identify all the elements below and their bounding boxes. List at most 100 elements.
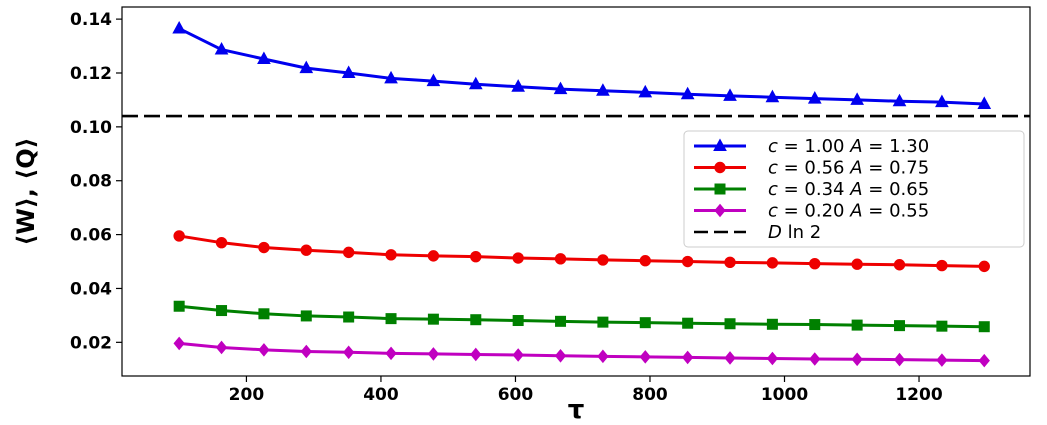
data-point [258, 308, 270, 320]
data-point [299, 60, 314, 74]
data-point [639, 350, 651, 364]
data-point [978, 260, 990, 273]
y-axis: 0.02 0.04 0.06 0.08 0.10 0.12 0.14 [70, 10, 122, 353]
data-point [935, 94, 949, 108]
data-point [809, 352, 821, 366]
legend: c = 1.00 A = 1.30c = 0.56 A = 0.75c = 0.… [683, 130, 1025, 248]
legend-label-part: c [768, 201, 778, 222]
series-0 [172, 21, 992, 109]
data-point [978, 321, 990, 333]
data-point [300, 244, 312, 256]
data-point [468, 76, 483, 90]
series-3 [173, 336, 990, 368]
data-point [681, 255, 694, 268]
data-point [809, 257, 821, 270]
legend-label-part: = 0.56 [778, 158, 850, 179]
data-point [680, 86, 695, 100]
data-point [553, 81, 568, 95]
data-point [638, 84, 653, 98]
series-1 [173, 230, 990, 273]
data-point [893, 352, 906, 367]
legend-box [683, 130, 1025, 248]
data-point [597, 254, 609, 266]
data-point [894, 320, 906, 332]
y-tick-label: 0.06 [70, 226, 112, 246]
y-tick-label: 0.14 [70, 10, 112, 30]
y-tick-label: 0.02 [70, 333, 112, 353]
data-point [682, 317, 694, 329]
data-point [554, 349, 567, 363]
data-point [214, 42, 229, 55]
data-point [724, 351, 736, 365]
data-point [300, 344, 312, 359]
data-point [766, 257, 779, 269]
data-point [766, 351, 779, 366]
data-point [385, 346, 397, 361]
x-tick-label: 1000 [761, 385, 808, 405]
y-tick-label: 0.10 [70, 118, 112, 138]
legend-label-part: = 0.65 [863, 179, 930, 200]
legend-label: c = 0.56 A = 0.75 [768, 158, 929, 179]
legend-label: c = 0.34 A = 0.65 [768, 179, 929, 200]
data-point [426, 73, 441, 87]
data-point [173, 336, 185, 351]
data-point [258, 241, 270, 254]
legend-label-part: ln 2 [782, 222, 821, 243]
data-point [384, 70, 398, 84]
series-line [179, 341, 985, 363]
data-point [172, 21, 187, 34]
x-tick-label: 1200 [895, 385, 942, 405]
data-point [343, 345, 355, 360]
data-point [385, 313, 397, 325]
y-axis-label: ⟨W⟩, ⟨Q⟩ [12, 137, 40, 245]
data-point [851, 352, 863, 367]
data-point [216, 305, 228, 317]
data-point [173, 300, 185, 312]
data-point [258, 343, 270, 357]
legend-label-part: c [768, 179, 778, 200]
legend-label: D ln 2 [768, 222, 821, 243]
data-point [892, 93, 907, 107]
data-point [809, 319, 821, 331]
data-point [936, 353, 948, 367]
data-point [512, 315, 524, 327]
plot-content [122, 21, 1030, 368]
legend-label-part: A [849, 136, 862, 157]
data-point [936, 320, 948, 332]
legend-label-part: = 0.55 [863, 201, 930, 222]
data-point [511, 79, 525, 92]
data-point [512, 252, 524, 264]
legend-marker [714, 203, 726, 218]
legend-label-part: D [768, 222, 782, 243]
data-point [427, 313, 439, 325]
data-point [807, 91, 822, 104]
legend-label: c = 1.00 A = 1.30 [768, 136, 929, 157]
data-point [385, 249, 397, 261]
data-point [470, 314, 482, 326]
data-point [766, 318, 778, 330]
y-tick-label: 0.04 [70, 279, 112, 299]
data-point [723, 88, 737, 101]
data-point [978, 353, 990, 368]
data-point [851, 258, 863, 270]
y-tick-label: 0.12 [70, 64, 112, 84]
legend-label-part: c [768, 158, 778, 179]
legend-label-part: A [849, 179, 862, 200]
x-tick-label: 800 [632, 385, 668, 405]
x-tick-label: 600 [498, 385, 534, 405]
data-point [215, 340, 228, 355]
series-2 [173, 300, 990, 333]
data-point [427, 347, 440, 361]
data-point [597, 316, 609, 328]
data-point [851, 319, 863, 331]
data-point [470, 250, 482, 263]
data-point [724, 256, 736, 269]
data-point [215, 236, 228, 249]
y-tick-label: 0.08 [70, 172, 112, 192]
data-point [341, 65, 356, 78]
legend-marker [714, 161, 726, 174]
legend-label-part: = 1.00 [778, 136, 850, 157]
data-point [554, 253, 567, 265]
data-point [724, 318, 736, 330]
